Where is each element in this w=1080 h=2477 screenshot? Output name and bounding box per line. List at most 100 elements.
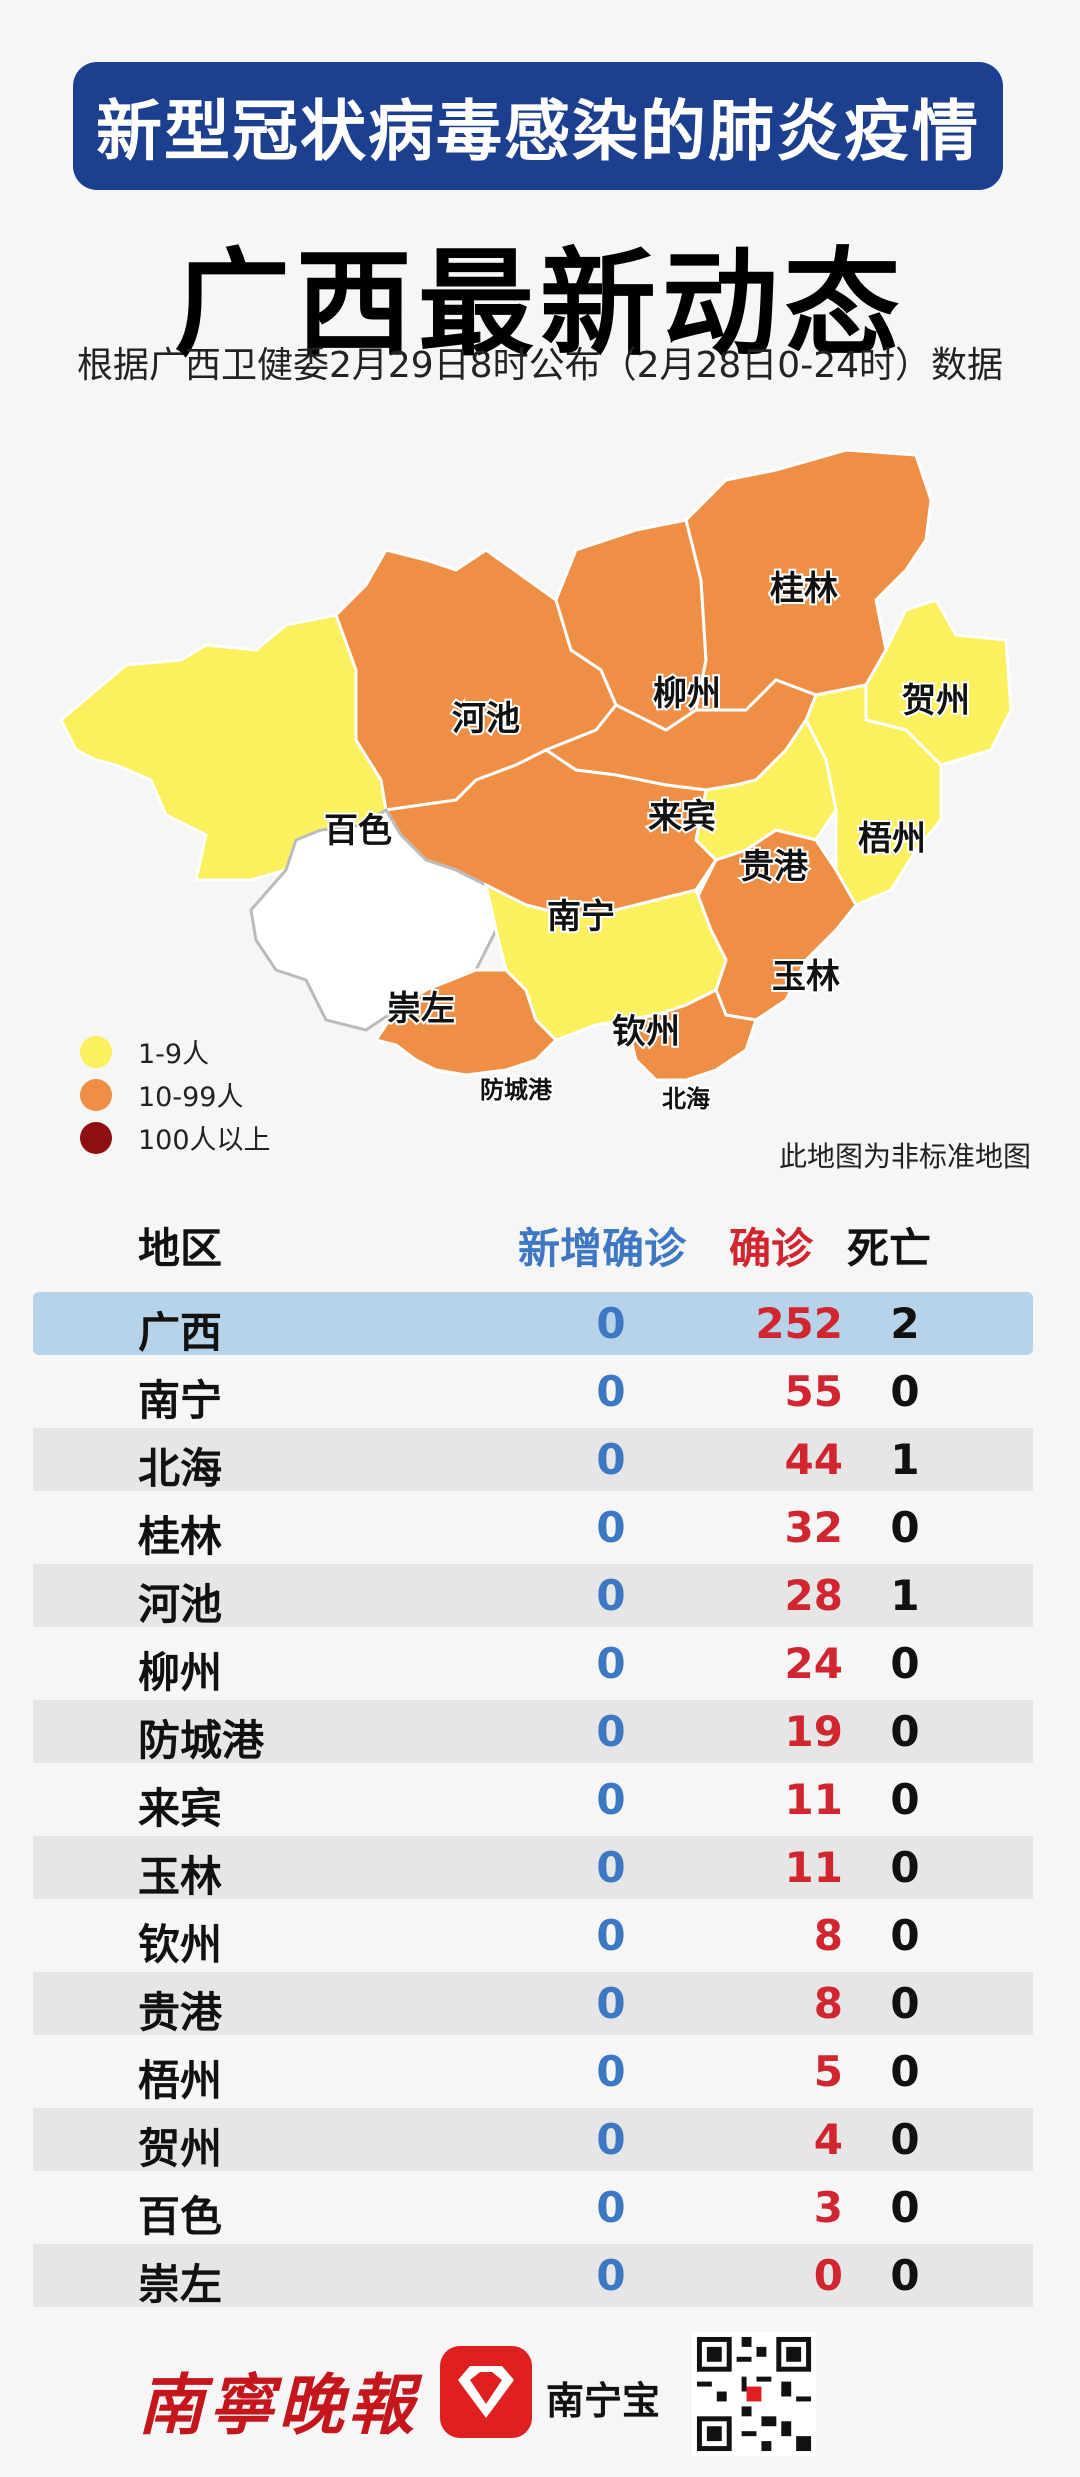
map-label-hezhou: 贺州 <box>902 681 970 721</box>
map-disclaimer: 此地图为非标准地图 <box>778 1140 1031 1173</box>
region-cell: 广西 <box>138 1308 223 1357</box>
region-cell: 玉林 <box>138 1852 223 1901</box>
deaths-cell: 1 <box>890 1571 920 1620</box>
guangxi-map: 桂林 河池 柳州 贺州 百色 来宾 梧州 贵港 南宁 玉林 崇左 钦州 防城港 … <box>59 448 1013 1115</box>
new-cases-cell: 0 <box>596 2115 626 2164</box>
header-new: 新增确诊 <box>518 1224 687 1273</box>
table-row: 桂林 0 32 0 <box>33 1496 1033 1561</box>
deaths-cell: 0 <box>890 1979 920 2028</box>
confirmed-cell: 19 <box>784 1707 843 1756</box>
map-label-laibin: 来宾 <box>648 797 716 837</box>
deaths-cell: 0 <box>890 1367 920 1416</box>
region-cell: 钦州 <box>138 1920 223 1969</box>
deaths-cell: 0 <box>890 2047 920 2096</box>
deaths-cell: 0 <box>890 1911 920 1960</box>
map-legend: 1-9人 10-99人 100人以上 <box>80 1030 271 1159</box>
new-cases-cell: 0 <box>596 1843 626 1892</box>
confirmed-cell: 11 <box>784 1775 843 1824</box>
table-row: 河池 0 28 1 <box>33 1564 1033 1629</box>
region-cell: 来宾 <box>138 1784 223 1833</box>
table-row: 崇左 0 0 0 <box>33 2244 1033 2309</box>
table-row: 百色 0 3 0 <box>33 2176 1033 2241</box>
confirmed-cell: 0 <box>813 2251 843 2300</box>
new-cases-cell: 0 <box>596 1911 626 1960</box>
map-label-beihai: 北海 <box>662 1085 710 1113</box>
map-label-qinzhou: 钦州 <box>612 1012 680 1052</box>
table-header: 地区 新增确诊 确诊 死亡 <box>33 1215 1033 1275</box>
map-label-yulin: 玉林 <box>772 957 840 997</box>
table-row: 柳州 0 24 0 <box>33 1632 1033 1697</box>
table-row: 贺州 0 4 0 <box>33 2108 1033 2173</box>
table-row: 防城港 0 19 0 <box>33 1700 1033 1765</box>
deaths-cell: 2 <box>890 1299 920 1348</box>
map-label-fangchenggang: 防城港 <box>480 1076 553 1104</box>
map-label-guilin: 桂林 <box>770 569 838 609</box>
header-deaths: 死亡 <box>847 1224 932 1273</box>
deaths-cell: 0 <box>890 1639 920 1688</box>
new-cases-cell: 0 <box>596 1639 626 1688</box>
map-label-baise: 百色 <box>324 811 392 851</box>
confirmed-cell: 3 <box>813 2183 843 2232</box>
new-cases-cell: 0 <box>596 1435 626 1484</box>
legend-swatch-darkred <box>80 1121 112 1154</box>
region-cell: 柳州 <box>138 1648 223 1697</box>
region-cell: 崇左 <box>138 2260 223 2309</box>
legend-item: 100人以上 <box>80 1116 271 1159</box>
app-name: 南宁宝 <box>546 2379 661 2423</box>
map-label-chongzuo: 崇左 <box>387 989 455 1029</box>
confirmed-cell: 4 <box>813 2115 843 2164</box>
region-cell: 河池 <box>138 1580 223 1629</box>
confirmed-cell: 5 <box>813 2047 843 2096</box>
region-cell: 百色 <box>138 2192 223 2241</box>
deaths-cell: 0 <box>890 1707 920 1756</box>
deaths-cell: 0 <box>890 1775 920 1824</box>
map-label-nanning: 南宁 <box>547 897 615 937</box>
table-row: 南宁 0 55 0 <box>33 1360 1033 1425</box>
table-row: 钦州 0 8 0 <box>33 1904 1033 1969</box>
newspaper-logo: 南寧晚報 <box>138 2366 418 2444</box>
region-cell: 贵港 <box>138 1988 223 2037</box>
table-row: 梧州 0 5 0 <box>33 2040 1033 2105</box>
confirmed-cell: 252 <box>755 1299 843 1348</box>
legend-label: 100人以上 <box>138 1125 271 1156</box>
page-title: 广西最新动态 <box>174 237 906 372</box>
confirmed-cell: 11 <box>784 1843 843 1892</box>
new-cases-cell: 0 <box>596 2183 626 2232</box>
region-cell: 南宁 <box>138 1376 223 1425</box>
new-cases-cell: 0 <box>596 2251 626 2300</box>
region-cell: 桂林 <box>138 1512 223 1561</box>
confirmed-cell: 8 <box>813 1979 843 2028</box>
confirmed-cell: 24 <box>784 1639 843 1688</box>
deaths-cell: 1 <box>890 1435 920 1484</box>
deaths-cell: 0 <box>890 2115 920 2164</box>
table-row: 玉林 0 11 0 <box>33 1836 1033 1901</box>
footer: 南寧晚報 南宁宝 <box>0 2332 1080 2456</box>
nanningbao-logo-icon <box>440 2346 532 2438</box>
map-label-hechi: 河池 <box>452 699 520 739</box>
legend-label: 10-99人 <box>138 1082 244 1113</box>
deaths-cell: 0 <box>890 1503 920 1552</box>
confirmed-cell: 8 <box>813 1911 843 1960</box>
region-cell: 北海 <box>138 1444 223 1493</box>
new-cases-cell: 0 <box>596 1367 626 1416</box>
deaths-cell: 0 <box>890 2183 920 2232</box>
region-beihai <box>624 987 758 1082</box>
source-note: 根据广西卫健委2月29日8时公布（2月28日0-24时）数据 <box>76 345 1004 386</box>
legend-swatch-orange <box>80 1078 112 1111</box>
confirmed-cell: 32 <box>784 1503 843 1552</box>
region-cell: 贺州 <box>138 2124 223 2173</box>
confirmed-cell: 28 <box>784 1571 843 1620</box>
new-cases-cell: 0 <box>596 1775 626 1824</box>
legend-item: 1-9人 <box>80 1030 271 1073</box>
map-label-wuzhou: 梧州 <box>858 819 926 859</box>
deaths-cell: 0 <box>890 2251 920 2300</box>
legend-label: 1-9人 <box>138 1039 210 1070</box>
table-row: 北海 0 44 1 <box>33 1428 1033 1493</box>
table-row: 来宾 0 11 0 <box>33 1768 1033 1833</box>
region-cell: 防城港 <box>138 1716 265 1765</box>
table-row: 贵港 0 8 0 <box>33 1972 1033 2037</box>
map-label-guigang: 贵港 <box>740 847 809 887</box>
case-table: 广西 0 252 2 南宁 0 55 0 北海 0 44 1 桂林 0 32 0 河池 0 28 1 柳州 0 24 0 防城港… <box>33 1292 1033 2312</box>
qr-code-icon[interactable] <box>692 2332 816 2456</box>
title-banner: 新型冠状病毒感染的肺炎疫情 <box>73 62 1003 190</box>
